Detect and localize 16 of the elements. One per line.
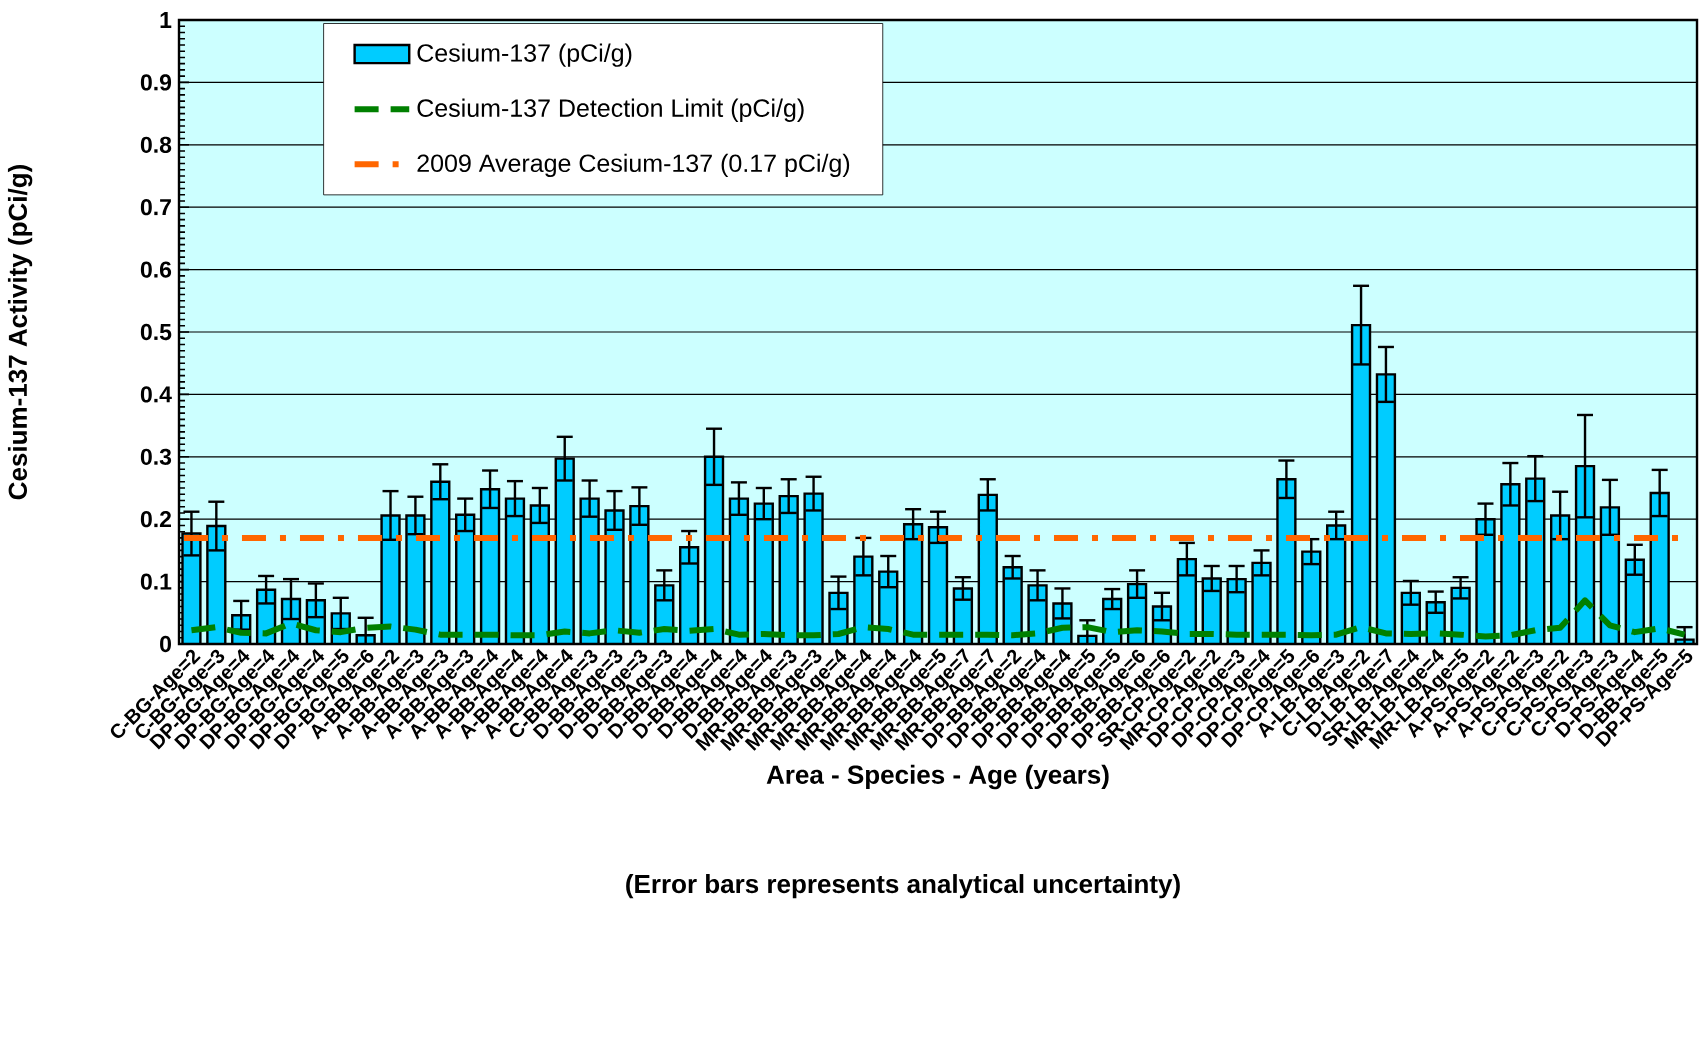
legend-label: 2009 Average Cesium-137 (0.17 pCi/g)	[417, 153, 850, 178]
x-axis-title: Area - Species - Age (years)	[766, 764, 1109, 790]
y-tick-label: 0.8	[140, 136, 172, 153]
text: (Error bars represents analytical uncertainty)	[626, 874, 1180, 899]
y-axis-title: Cesium-137 Activity (pCi/g)	[7, 165, 33, 500]
y-tick-label: 0.3	[140, 448, 172, 465]
y-tick-label: 0.5	[140, 323, 172, 341]
legend-label: Cesium-137 (pCi/g)	[417, 43, 632, 67]
y-tick-label: 0.9	[140, 74, 172, 91]
y-tick-label: 0.1	[140, 573, 172, 590]
y-tick-label: 0.4	[140, 386, 172, 403]
y-tick-label: 0.2	[140, 511, 171, 528]
legend-label: Cesium-137 Detection Limit (pCi/g)	[417, 98, 804, 122]
y-tick-label: 1	[160, 12, 172, 28]
y-tick-label: 0.7	[140, 199, 171, 216]
y-tick-label: 0.6	[140, 261, 172, 278]
